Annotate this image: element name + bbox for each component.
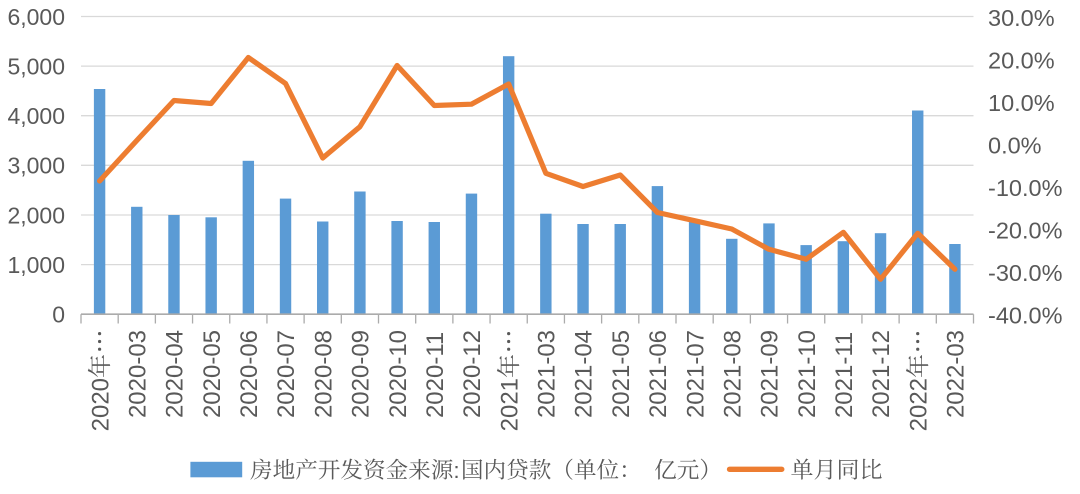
svg-text:2020-09: 2020-09 [348,330,375,418]
svg-text:2020-04: 2020-04 [162,330,189,418]
svg-text:6,000: 6,000 [7,4,65,30]
svg-text:0: 0 [52,302,65,328]
svg-text:10.0%: 10.0% [988,90,1055,116]
svg-text:2021-08: 2021-08 [719,330,746,418]
svg-text:2020-06: 2020-06 [236,330,263,418]
svg-text:2021-09: 2021-09 [757,330,784,418]
svg-text:2021-10: 2021-10 [794,330,821,418]
svg-text:-40.0%: -40.0% [988,303,1063,329]
svg-text:-20.0%: -20.0% [988,218,1063,244]
svg-text:0.0%: 0.0% [988,133,1042,159]
svg-text:2020-07: 2020-07 [273,330,300,418]
svg-text::: : [453,458,459,483]
svg-text:2021-03: 2021-03 [534,330,561,418]
svg-text:2020-12: 2020-12 [459,330,486,418]
svg-text:2021-05: 2021-05 [608,330,635,418]
svg-text:2020-03: 2020-03 [124,330,151,418]
svg-text:2021-07: 2021-07 [682,330,709,418]
svg-text:2021: 2021 [496,378,523,431]
svg-text:2020: 2020 [87,378,114,431]
svg-text:2020-08: 2020-08 [310,330,337,418]
svg-text:2021-06: 2021-06 [645,330,672,418]
svg-text:2020-11: 2020-11 [422,332,449,418]
svg-text:2021-11: 2021-11 [831,332,858,418]
svg-text:2022: 2022 [905,378,932,431]
svg-text:3,000: 3,000 [7,153,65,179]
svg-text:4,000: 4,000 [7,103,65,129]
svg-text:-10.0%: -10.0% [988,175,1063,201]
svg-text:20.0%: 20.0% [988,48,1055,74]
svg-text:2,000: 2,000 [7,202,65,228]
svg-text:2020-05: 2020-05 [199,330,226,418]
svg-text:5,000: 5,000 [7,53,65,79]
svg-text:2022-03: 2022-03 [943,330,970,418]
svg-text:2021-12: 2021-12 [868,330,895,418]
svg-text:2020-10: 2020-10 [385,330,412,418]
svg-text:1,000: 1,000 [7,252,65,278]
svg-text:-30.0%: -30.0% [988,260,1063,286]
svg-text:30.0%: 30.0% [988,5,1055,31]
svg-text:2021-04: 2021-04 [571,330,598,418]
